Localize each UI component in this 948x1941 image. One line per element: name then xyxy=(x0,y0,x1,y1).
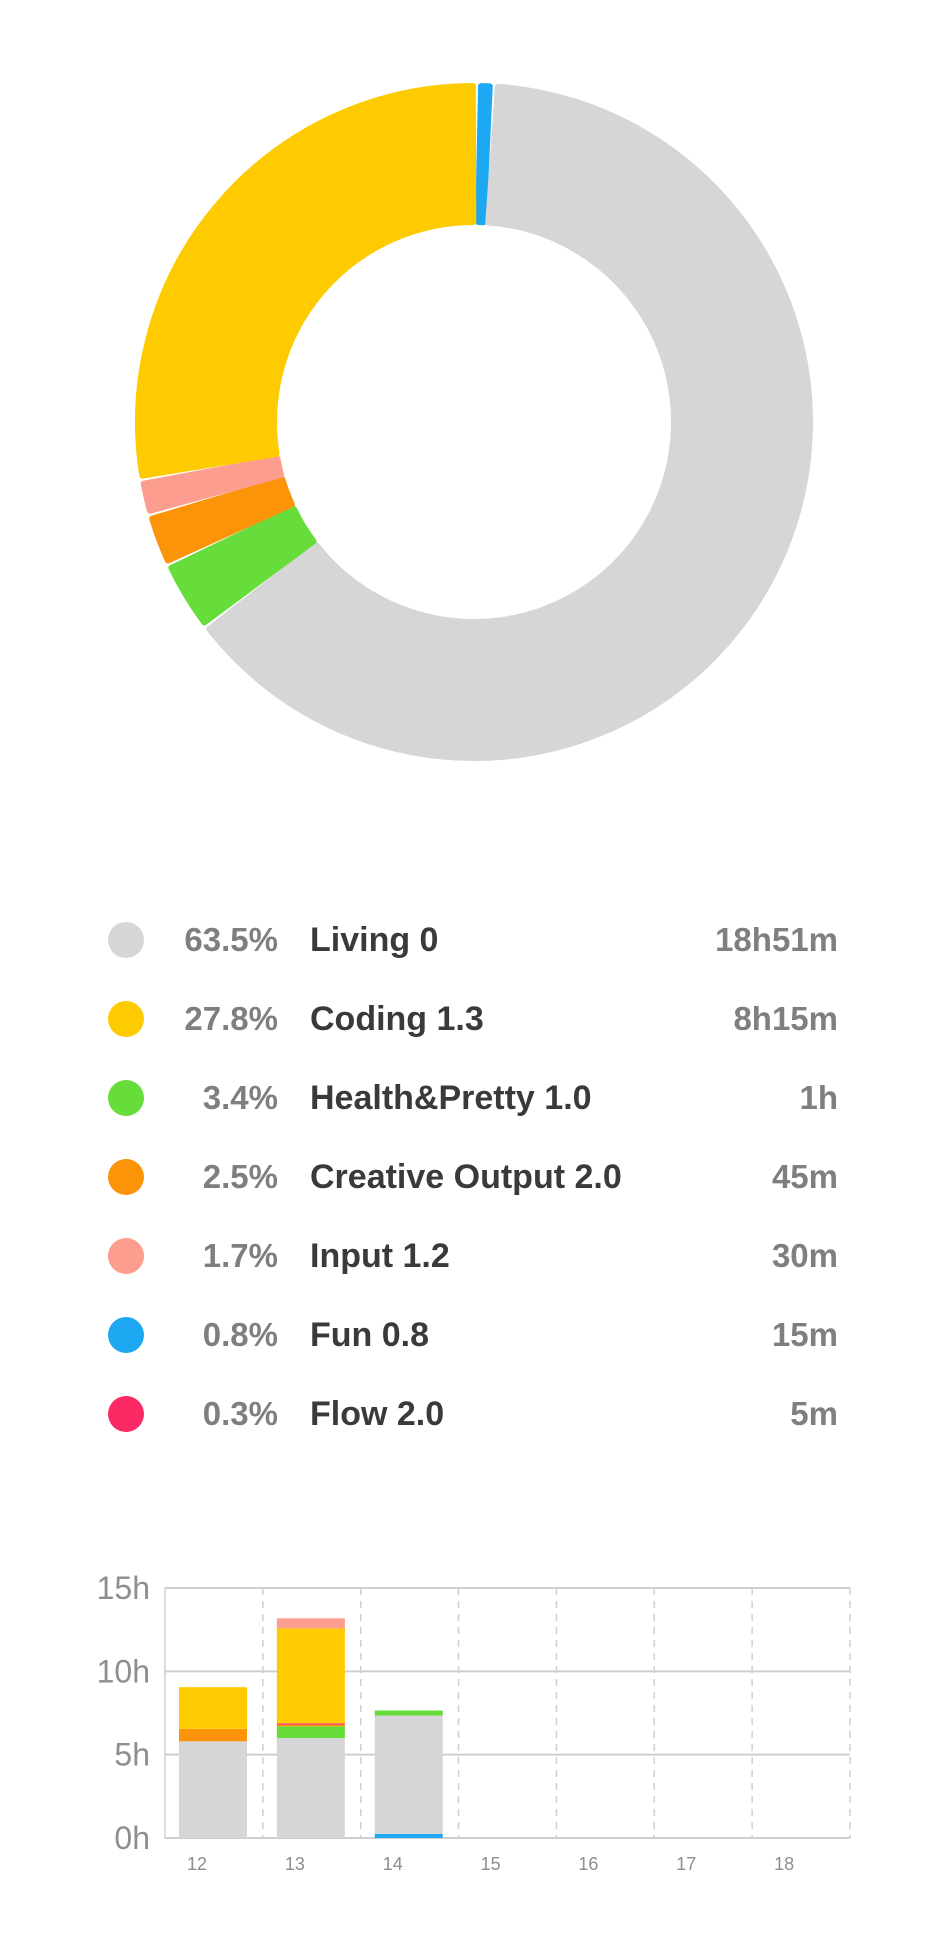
legend-duration: 8h15m xyxy=(733,1000,838,1037)
legend-label: Creative Output 2.0 xyxy=(310,1158,622,1196)
x-tick-label: 17 xyxy=(676,1854,696,1874)
legend-color-dot xyxy=(108,922,144,958)
donut-slices xyxy=(135,83,813,761)
y-tick-label: 0h xyxy=(114,1820,150,1856)
legend-color-dot xyxy=(108,1317,144,1353)
bar-segment-12-coding-1-3[interactable] xyxy=(179,1687,247,1729)
legend-percent: 3.4% xyxy=(202,1079,278,1116)
bar-labels: 0h 5h 10h 15h 12 13 14 15 16 17 18 xyxy=(97,1570,795,1874)
bar-marks xyxy=(179,1618,443,1838)
legend-item[interactable]: 1.7% Input 1.2 30m xyxy=(0,1226,948,1286)
bar-segment-13-creative-output-2-0[interactable] xyxy=(276,1724,345,1727)
legend-percent: 1.7% xyxy=(202,1237,278,1274)
x-tick-label: 16 xyxy=(578,1854,598,1874)
legend-color-dot xyxy=(108,1238,144,1274)
legend-percent: 2.5% xyxy=(202,1158,278,1195)
donut-slice-health-pretty-1-0[interactable] xyxy=(168,505,317,626)
bar-chart: 0h 5h 10h 15h 12 13 14 15 16 17 18 xyxy=(97,1570,851,1874)
legend-duration: 5m xyxy=(790,1395,838,1432)
legend-item[interactable]: 0.3% Flow 2.0 5m xyxy=(0,1384,948,1444)
donut-slice-coding-1-3[interactable] xyxy=(135,83,477,479)
x-tick-label: 14 xyxy=(383,1854,403,1874)
y-tick-label: 10h xyxy=(97,1653,150,1689)
bar-segment-12-living-0[interactable] xyxy=(179,1741,247,1838)
y-tick-label: 15h xyxy=(97,1570,150,1606)
legend-label: Input 1.2 xyxy=(310,1237,450,1275)
donut-chart xyxy=(135,83,813,761)
bar-segment-14-fun-0-8[interactable] xyxy=(374,1833,443,1838)
donut-slice-creative-output-2-0[interactable] xyxy=(149,476,295,564)
x-tick-label: 18 xyxy=(774,1854,794,1874)
legend-color-dot xyxy=(108,1001,144,1037)
legend-percent: 0.8% xyxy=(202,1316,278,1353)
legend-duration: 1h xyxy=(799,1079,838,1116)
legend-label: Living 0 xyxy=(310,921,439,959)
donut-slice-fun-0-8[interactable] xyxy=(475,83,493,226)
legend-percent: 27.8% xyxy=(184,1000,278,1037)
legend-color-dot xyxy=(108,1396,144,1432)
legend-item[interactable]: 63.5% Living 0 18h51m xyxy=(0,910,948,970)
donut-slice-input-1-2[interactable] xyxy=(140,455,285,514)
x-tick-label: 12 xyxy=(187,1854,207,1874)
legend-duration: 30m xyxy=(771,1237,838,1274)
legend-label: Flow 2.0 xyxy=(310,1395,445,1433)
legend-duration: 15m xyxy=(771,1316,838,1353)
bar-segment-13-flow-2-0[interactable] xyxy=(276,1723,345,1725)
bar-grid xyxy=(164,1587,851,1839)
bar-segment-13-input-1-2[interactable] xyxy=(276,1618,345,1629)
bar-segment-12-creative-output-2-0[interactable] xyxy=(179,1728,247,1742)
legend-item[interactable]: 0.8% Fun 0.8 15m xyxy=(0,1305,948,1365)
bar-segment-13-living-0[interactable] xyxy=(276,1738,345,1838)
bar-segment-14-health-pretty-1-0[interactable] xyxy=(374,1710,443,1716)
legend-color-dot xyxy=(108,1080,144,1116)
bar-segment-14-living-0[interactable] xyxy=(374,1715,443,1834)
legend-item[interactable]: 2.5% Creative Output 2.0 45m xyxy=(0,1147,948,1207)
legend-color-dot xyxy=(108,1159,144,1195)
bar-segment-13-coding-1-3[interactable] xyxy=(276,1628,345,1724)
legend-item[interactable]: 27.8% Coding 1.3 8h15m xyxy=(0,989,948,1049)
donut-slice-living-0[interactable] xyxy=(206,83,813,761)
x-tick-label: 15 xyxy=(481,1854,501,1874)
legend-label: Health&Pretty 1.0 xyxy=(310,1079,592,1117)
legend-percent: 0.3% xyxy=(202,1395,278,1432)
legend-label: Fun 0.8 xyxy=(310,1316,430,1354)
legend-percent: 63.5% xyxy=(184,921,278,958)
y-tick-label: 5h xyxy=(114,1737,150,1773)
legend-duration: 18h51m xyxy=(715,921,838,958)
legend-item[interactable]: 3.4% Health&Pretty 1.0 1h xyxy=(0,1068,948,1128)
bar-segment-13-health-pretty-1-0[interactable] xyxy=(276,1726,345,1738)
legend-label: Coding 1.3 xyxy=(310,1000,484,1038)
legend-duration: 45m xyxy=(771,1158,838,1195)
x-tick-label: 13 xyxy=(285,1854,305,1874)
